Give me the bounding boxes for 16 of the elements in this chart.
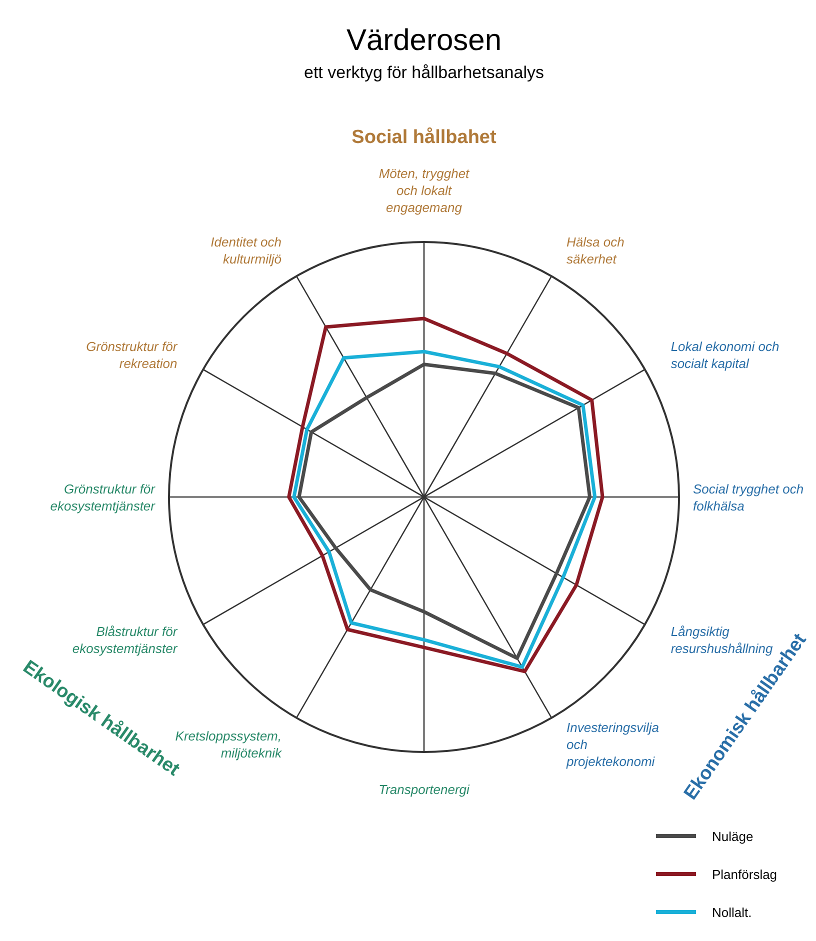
text: Social hållbahet xyxy=(352,127,497,148)
spoke-label: Hälsa och säkerhet xyxy=(566,234,624,267)
spoke-label: Identitet och kulturmiljö xyxy=(210,234,282,267)
spoke-label: Lokal ekonomi och socialt kapital xyxy=(670,339,780,371)
spoke-label: Transportenergi xyxy=(378,782,471,797)
spoke-label: Grönstruktur för ekosystemtjänster xyxy=(50,482,156,514)
legend-label: Nollalt. xyxy=(712,905,752,920)
spoke-label: Grönstruktur för rekreation xyxy=(86,339,178,371)
legend-label: Planförslag xyxy=(712,867,778,882)
spoke-label: Investeringsvilja och projektekonomi xyxy=(566,720,659,769)
chart-title: Värderosen xyxy=(346,24,502,57)
spoke-label: Social trygghet och folkhälsa xyxy=(693,482,804,514)
spoke-label: Blåstruktur för ekosystemtjänster xyxy=(72,624,178,656)
chart-subtitle: ett verktyg för hållbarhetsanalys xyxy=(304,63,544,82)
legend-label: Nuläge xyxy=(712,829,754,844)
spoke-label: Möten, trygghet och lokalt engagemang xyxy=(378,166,471,215)
